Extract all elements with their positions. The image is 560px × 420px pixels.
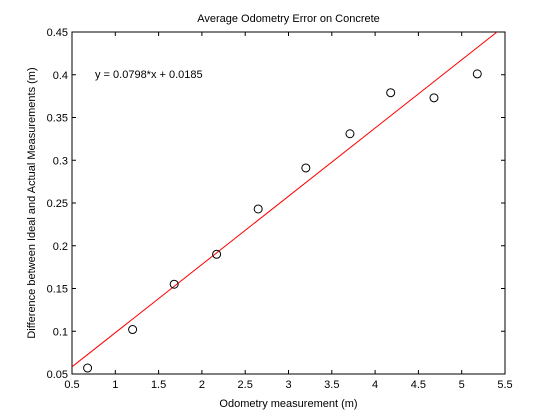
- data-point: [345, 129, 355, 139]
- x-axis-label: Odometry measurement (m): [219, 398, 357, 410]
- x-tick-label: 2.5: [238, 379, 253, 391]
- x-tick-label: 5.5: [497, 379, 512, 391]
- data-point: [253, 204, 263, 214]
- y-axis-label: Difference between Ideal and Actual Meas…: [26, 67, 38, 338]
- y-tick-label: 0.3: [53, 155, 68, 167]
- y-tick-label: 0.25: [47, 198, 68, 210]
- x-tick-label: 4.5: [411, 379, 426, 391]
- x-tick-label: 1.5: [151, 379, 166, 391]
- y-tick-label: 0.45: [47, 27, 68, 39]
- x-tick-label: 2: [199, 379, 205, 391]
- x-tick-label: 3.5: [324, 379, 339, 391]
- y-tick-label: 0.15: [47, 284, 68, 296]
- chart-title: Average Odometry Error on Concrete: [197, 13, 380, 25]
- y-axis-ticks: 0.05 0.1 0.15 0.2 0.25 0.3 0.35 0.4 0.45: [47, 27, 505, 381]
- x-tick-label: 3: [285, 379, 291, 391]
- data-point: [301, 163, 311, 173]
- y-tick-label: 0.1: [53, 326, 68, 338]
- data-point: [212, 249, 222, 259]
- x-axis-ticks: 0.5 1 1.5 2 2.5 3 3.5 4 4.5 5 5.5: [64, 32, 513, 391]
- data-point: [472, 69, 482, 79]
- data-point: [386, 88, 396, 98]
- data-point: [83, 363, 93, 373]
- y-tick-label: 0.4: [53, 70, 68, 82]
- x-tick-label: 4: [372, 379, 378, 391]
- x-tick-label: 1: [112, 379, 118, 391]
- data-points: [83, 69, 482, 373]
- fit-line: [72, 32, 498, 368]
- x-tick-label: 5: [459, 379, 465, 391]
- y-tick-label: 0.35: [47, 113, 68, 125]
- data-point: [429, 93, 439, 103]
- fit-equation-annotation: y = 0.0798*x + 0.0185: [95, 69, 203, 81]
- x-tick-label: 0.5: [64, 379, 79, 391]
- axes-box: [71, 31, 506, 375]
- data-point: [128, 325, 138, 335]
- y-tick-label: 0.2: [53, 241, 68, 253]
- data-point: [169, 279, 179, 289]
- y-tick-label: 0.05: [47, 369, 68, 381]
